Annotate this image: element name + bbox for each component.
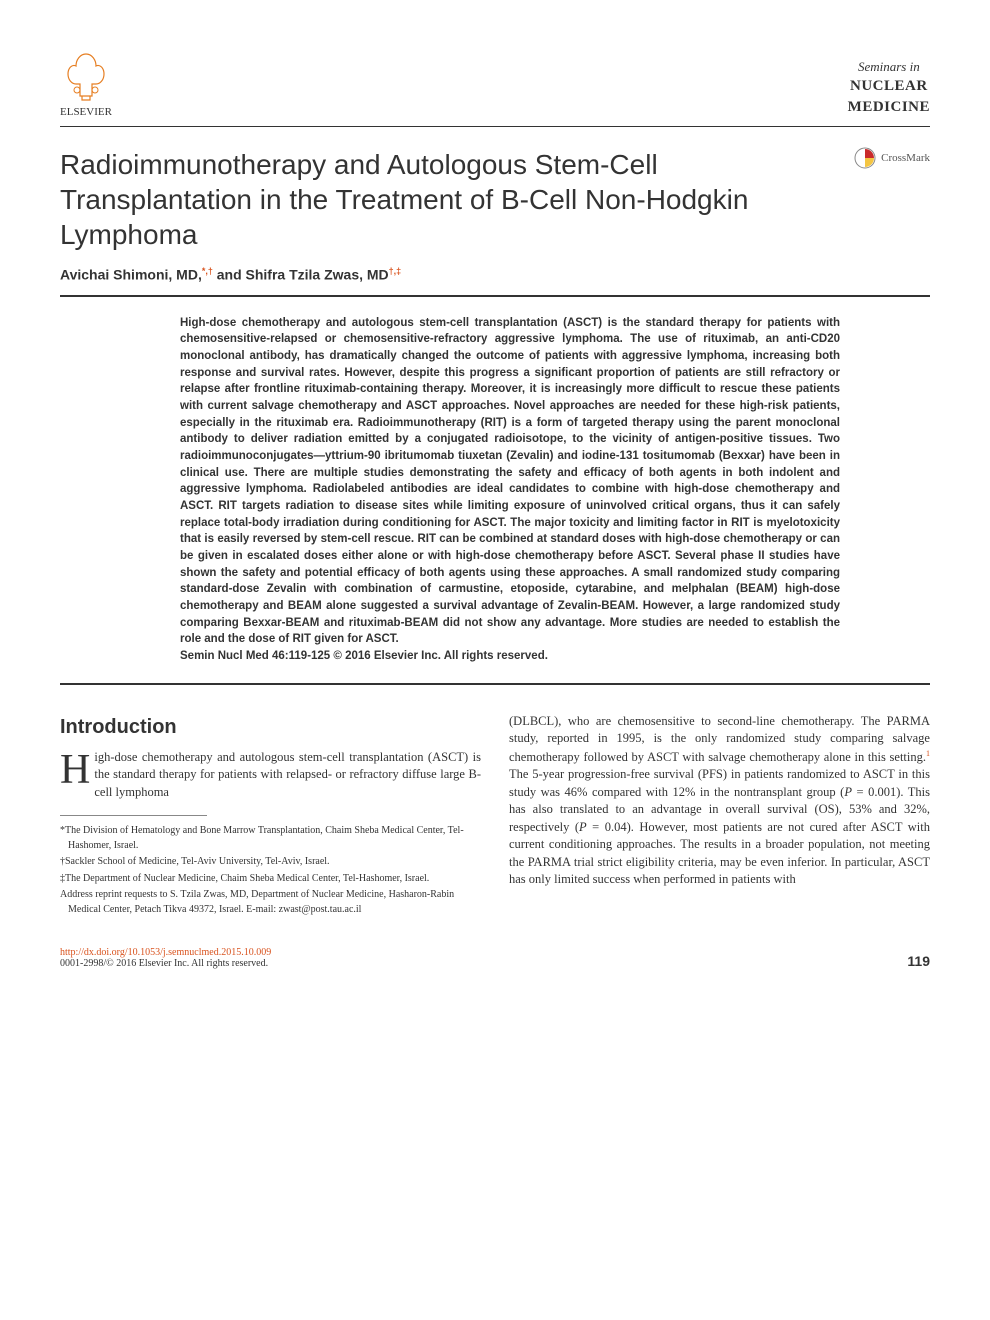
authors-line: Avichai Shimoni, MD,*,† and Shifra Tzila… <box>60 266 930 297</box>
author-2-affil: †,‡ <box>389 266 402 276</box>
title-row: Radioimmunotherapy and Autologous Stem-C… <box>60 147 930 252</box>
footnote-separator <box>60 815 207 816</box>
doi-link[interactable]: http://dx.doi.org/10.1053/j.semnuclmed.2… <box>60 947 271 958</box>
author-1-name: Avichai Shimoni, MD, <box>60 267 202 283</box>
crossmark-icon <box>854 147 876 169</box>
intro-r1: (DLBCL), who are chemosensitive to secon… <box>509 714 930 764</box>
abstract-text: High-dose chemotherapy and autologous st… <box>180 317 840 646</box>
copyright-line: 0001-2998/© 2016 Elsevier Inc. All right… <box>60 958 271 969</box>
publisher-logo: ELSEVIER <box>60 50 112 118</box>
dropcap: H <box>60 749 94 789</box>
page-footer: http://dx.doi.org/10.1053/j.semnuclmed.2… <box>60 947 930 969</box>
journal-line1: Seminars in <box>848 58 930 76</box>
body-columns: Introduction High-dose chemotherapy and … <box>60 713 930 920</box>
author-connector: and <box>213 267 246 283</box>
intro-left-text: igh-dose chemotherapy and autologous ste… <box>94 750 481 799</box>
left-column: Introduction High-dose chemotherapy and … <box>60 713 481 920</box>
pval-1: P <box>844 785 852 799</box>
publisher-name: ELSEVIER <box>60 106 112 118</box>
abstract-block: High-dose chemotherapy and autologous st… <box>60 315 930 685</box>
journal-line3: MEDICINE <box>848 97 930 118</box>
journal-name: Seminars in NUCLEAR MEDICINE <box>848 58 930 118</box>
footnote-3: ‡The Department of Nuclear Medicine, Cha… <box>60 872 481 887</box>
elsevier-tree-icon <box>62 50 110 102</box>
page-header: ELSEVIER Seminars in NUCLEAR MEDICINE <box>60 50 930 127</box>
author-2-name: Shifra Tzila Zwas, MD <box>246 267 389 283</box>
intro-paragraph-right: (DLBCL), who are chemosensitive to secon… <box>509 713 930 889</box>
footnotes-block: *The Division of Hematology and Bone Mar… <box>60 824 481 917</box>
author-1-affil: *,† <box>202 266 213 276</box>
pval-2: P <box>579 820 587 834</box>
journal-line2: NUCLEAR <box>848 76 930 97</box>
right-column: (DLBCL), who are chemosensitive to secon… <box>509 713 930 920</box>
page-number: 119 <box>907 953 930 969</box>
footnote-4: Address reprint requests to S. Tzila Zwa… <box>60 888 481 917</box>
footnote-1: *The Division of Hematology and Bone Mar… <box>60 824 481 853</box>
ref-1[interactable]: 1 <box>926 749 930 758</box>
crossmark-badge[interactable]: CrossMark <box>854 147 930 169</box>
footer-left: http://dx.doi.org/10.1053/j.semnuclmed.2… <box>60 947 271 969</box>
footnote-2: †Sackler School of Medicine, Tel-Aviv Un… <box>60 855 481 870</box>
article-title: Radioimmunotherapy and Autologous Stem-C… <box>60 147 854 252</box>
crossmark-label: CrossMark <box>881 152 930 164</box>
intro-paragraph-left: High-dose chemotherapy and autologous st… <box>60 749 481 802</box>
intro-heading: Introduction <box>60 713 481 741</box>
citation-line: Semin Nucl Med 46:119-125 © 2016 Elsevie… <box>180 650 548 662</box>
